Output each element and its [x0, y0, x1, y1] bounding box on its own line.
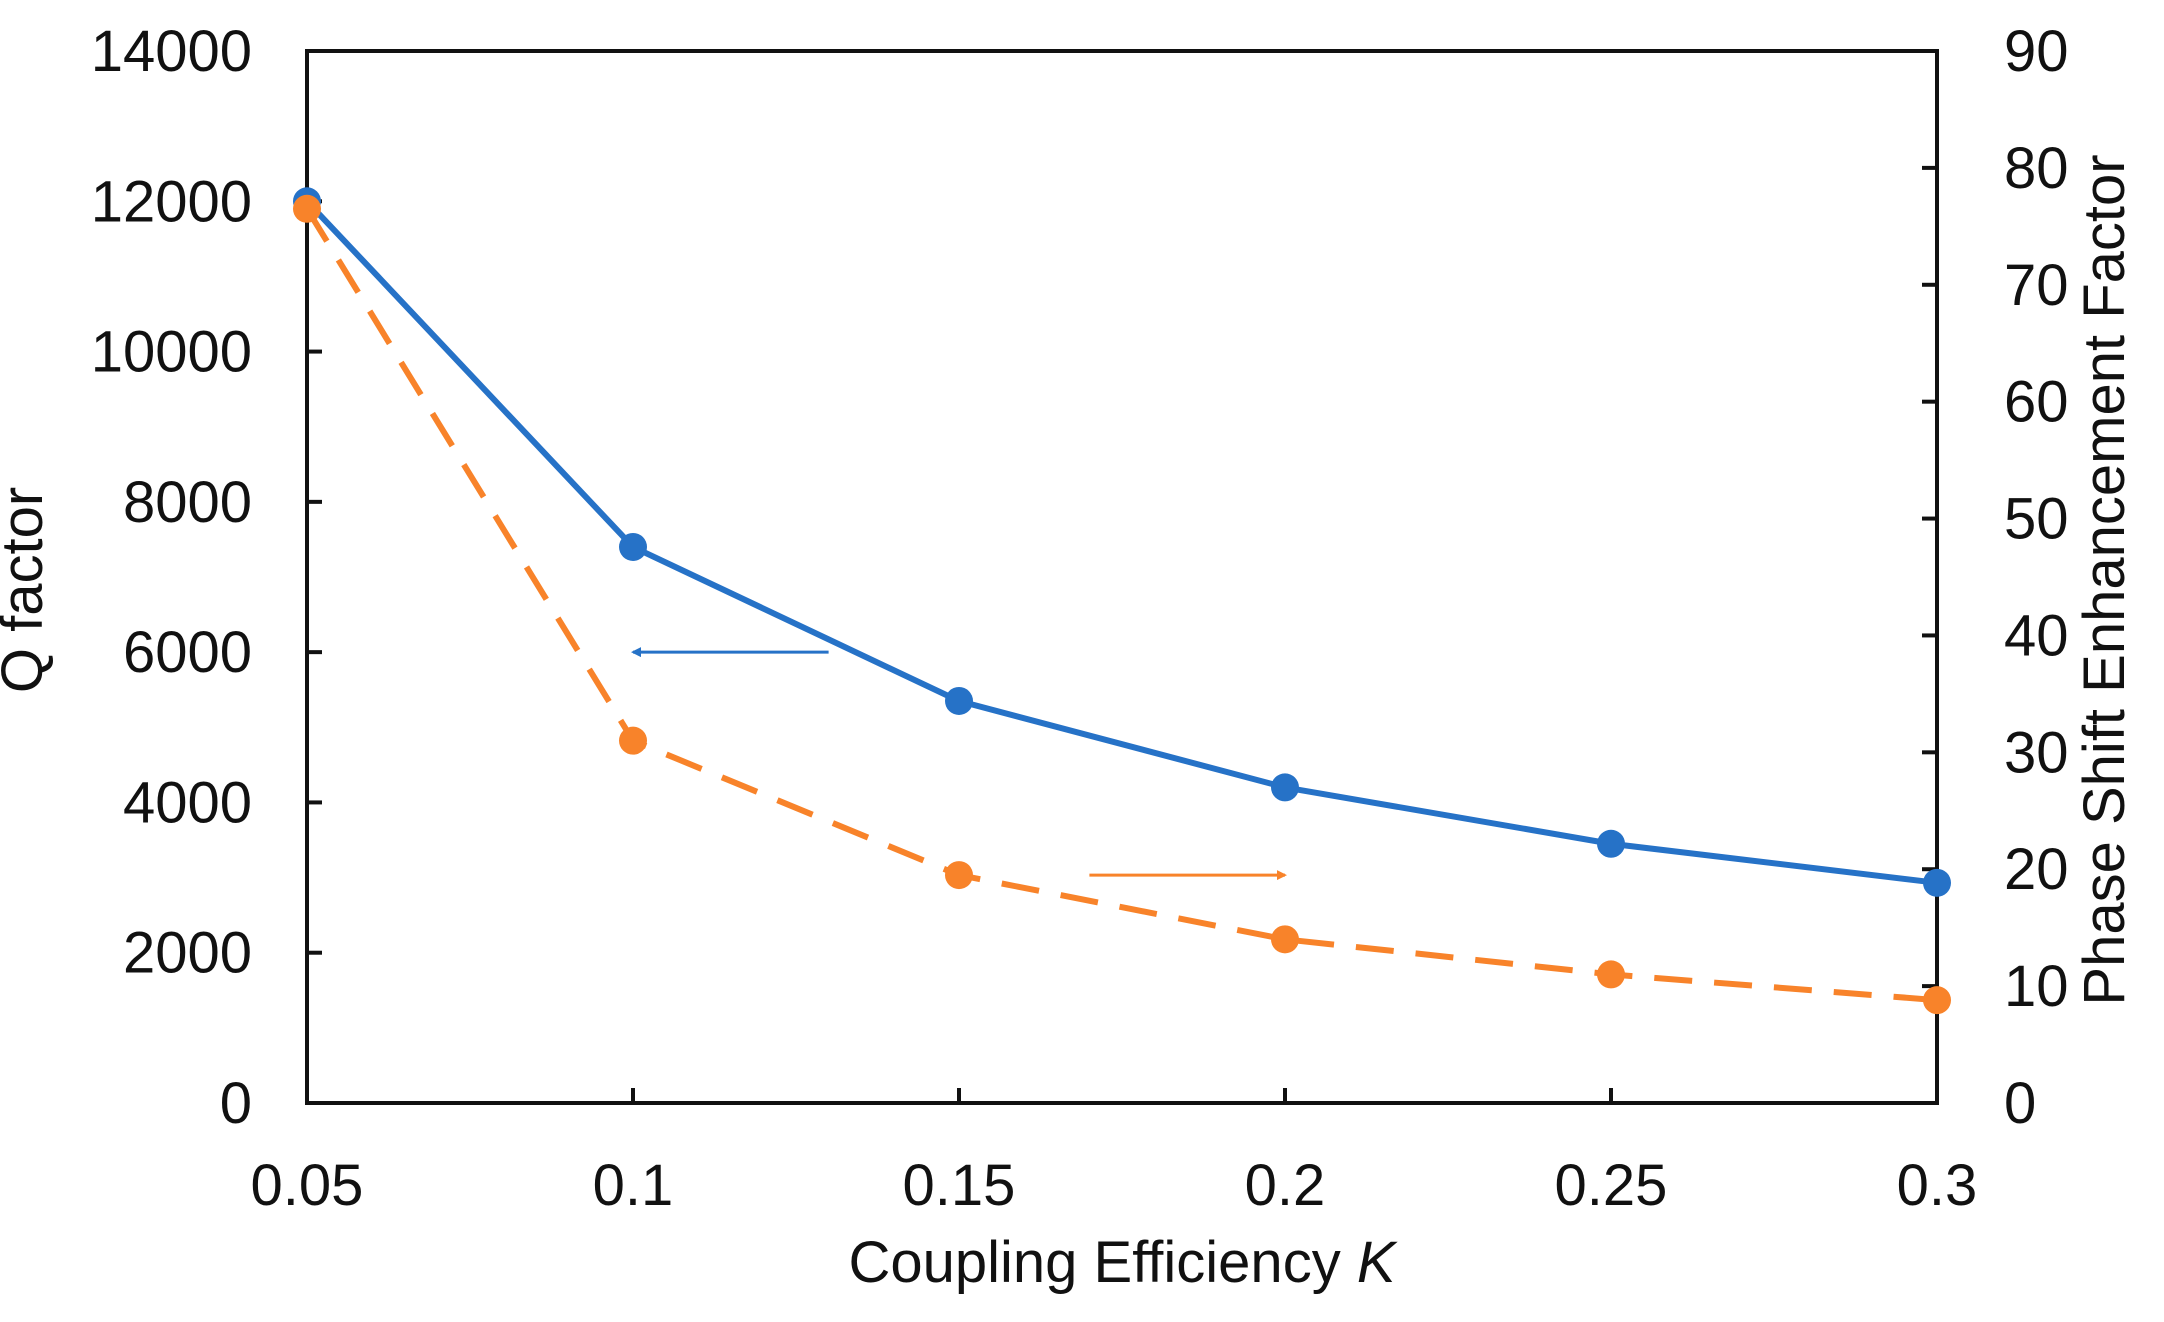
- x-tick-label: 0.05: [251, 1153, 364, 1218]
- phase-shift-series-line: [304, 207, 1938, 1004]
- left-y-tick-label: 0: [220, 1071, 252, 1136]
- left-y-tick-label: 8000: [123, 470, 252, 535]
- chart-layer: 0.05 0.1 0.15 0.2 0.25 0.3 0 2000 4000 6000 8000 10…: [91, 19, 2069, 1218]
- right-y-tick-label: 60: [2004, 370, 2069, 435]
- q-factor-data-point: [619, 532, 647, 561]
- right-y-tick-label: 40: [2004, 603, 2069, 668]
- left-y-tick-label: 14000: [91, 19, 252, 84]
- q-factor-data-point: [1597, 829, 1625, 858]
- plot-frame: [305, 49, 1939, 1105]
- left-y-tick-label: 6000: [123, 620, 252, 685]
- left-y-tick-label: 10000: [91, 320, 252, 385]
- q-factor-series-line: [304, 198, 1940, 886]
- right-y-tick-label: 70: [2004, 253, 2069, 318]
- x-tick-label: 0.1: [593, 1153, 674, 1218]
- right-axis-title: Phase Shift Enhancement Factor: [2072, 154, 2137, 1005]
- q-factor-data-point: [1923, 868, 1951, 897]
- x-tick-label: 0.15: [903, 1153, 1016, 1218]
- right-y-tick-label: 90: [2004, 19, 2069, 84]
- x-axis-title: Coupling Efficiency K: [848, 1230, 1397, 1295]
- phase-shift-data-point: [945, 861, 973, 890]
- x-tick-label: 0.3: [1897, 1153, 1978, 1218]
- left-y-tick-label: 12000: [91, 169, 252, 234]
- phase-shift-data-point: [1597, 960, 1625, 989]
- right-y-tick-label: 30: [2004, 720, 2069, 785]
- x-tick-label: 0.2: [1245, 1153, 1326, 1218]
- phase-shift-data-point: [1271, 925, 1299, 954]
- x-axis-title-prefix: Coupling Efficiency: [848, 1230, 1356, 1295]
- right-y-tick-label: 10: [2004, 954, 2069, 1019]
- right-y-tick-label: 20: [2004, 837, 2069, 902]
- left-y-tick-label: 4000: [123, 770, 252, 835]
- left-y-tick-label: 2000: [123, 921, 252, 986]
- x-tick-label: 0.25: [1555, 1153, 1668, 1218]
- right-y-tick-label: 50: [2004, 487, 2069, 552]
- right-y-tick-label: 80: [2004, 136, 2069, 201]
- left-axis-title: Q factor: [0, 487, 55, 693]
- phase-shift-data-point: [293, 194, 321, 223]
- q-factor-data-point: [945, 686, 973, 715]
- q-factor-data-point: [1271, 773, 1299, 802]
- phase-shift-data-point: [619, 726, 647, 755]
- right-y-tick-label: 0: [2004, 1071, 2036, 1136]
- phase-shift-data-point: [1923, 986, 1951, 1015]
- x-axis-title-symbol: K: [1357, 1230, 1398, 1295]
